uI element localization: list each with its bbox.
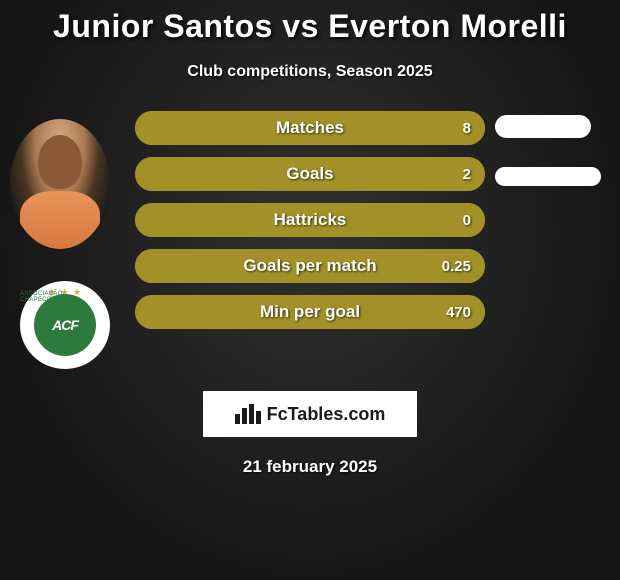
- stat-label: Matches: [135, 118, 485, 138]
- stat-bar: Min per goal470: [135, 295, 485, 329]
- stat-bar: Goals per match0.25: [135, 249, 485, 283]
- comparison-pill: [495, 115, 591, 138]
- stat-bar: Matches8: [135, 111, 485, 145]
- date-label: 21 february 2025: [0, 457, 620, 477]
- stat-bar: Goals2: [135, 157, 485, 191]
- stat-value: 8: [463, 120, 471, 137]
- stat-label: Goals: [135, 164, 485, 184]
- club-initials: ACF: [52, 317, 78, 333]
- stat-label: Hattricks: [135, 210, 485, 230]
- player-portrait: [10, 119, 110, 249]
- stat-label: Min per goal: [135, 302, 485, 322]
- subtitle: Club competitions, Season 2025: [0, 63, 620, 81]
- stat-label: Goals per match: [135, 256, 485, 276]
- fctables-label: FcTables.com: [267, 404, 386, 425]
- stat-value: 2: [463, 166, 471, 183]
- page-title: Junior Santos vs Everton Morelli: [0, 0, 620, 45]
- bar-chart-icon: [235, 404, 261, 424]
- stat-bar: Hattricks0: [135, 203, 485, 237]
- stat-value: 0: [463, 212, 471, 229]
- stat-value: 0.25: [442, 258, 471, 275]
- comparison-area: ★ ★ ★ ASSOCIAÇÃO CHAPECOENSE ACF Matches…: [0, 111, 620, 371]
- stat-value: 470: [446, 304, 471, 321]
- comparison-pill: [495, 167, 601, 186]
- fctables-badge: FcTables.com: [203, 391, 417, 437]
- stat-bars: Matches8Goals2Hattricks0Goals per match0…: [135, 111, 485, 341]
- club-badge: ★ ★ ★ ASSOCIAÇÃO CHAPECOENSE ACF: [20, 281, 110, 369]
